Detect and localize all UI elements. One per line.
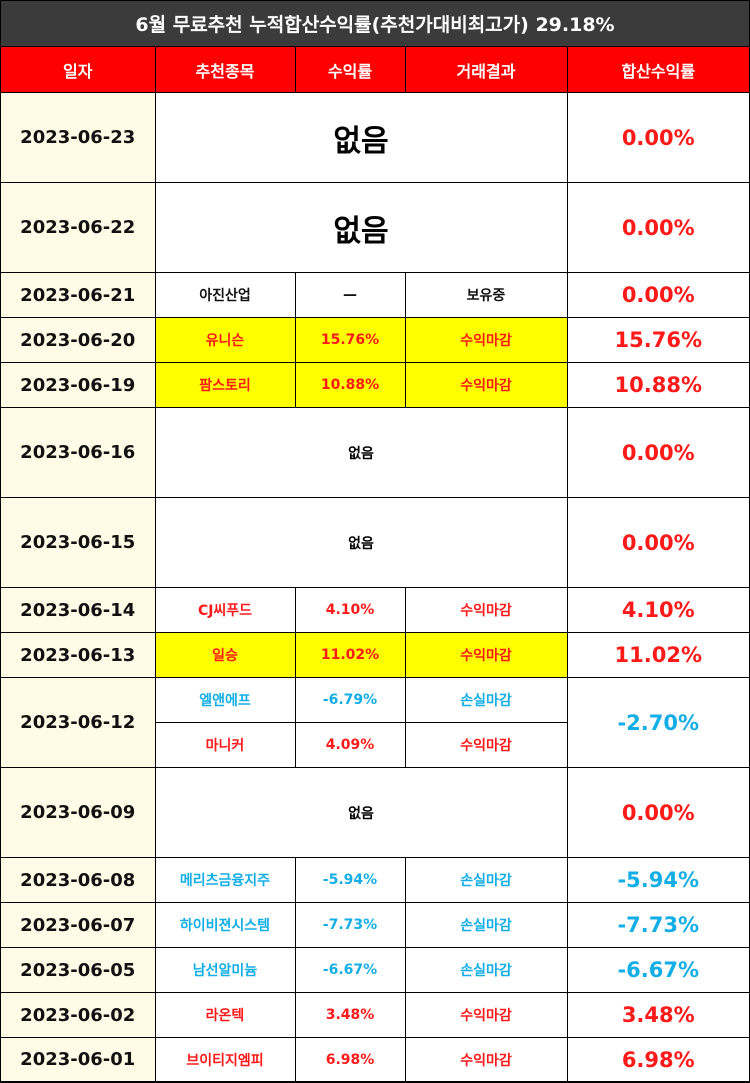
row-rate: 4.10%	[294, 587, 406, 633]
no-recommendation: 없음	[154, 92, 568, 183]
row-result: 수익마감	[404, 362, 568, 408]
row-rate: -6.79%	[294, 677, 406, 723]
row-rate: 6.98%	[294, 1037, 406, 1082]
table-row: 2023-06-22 없음 0.00%	[1, 182, 749, 273]
row-result: 수익마감	[404, 587, 568, 633]
row-date: 2023-06-08	[1, 857, 156, 903]
row-result: 수익마감	[404, 632, 568, 678]
row-total: 11.02%	[566, 632, 749, 678]
table-row: 2023-06-20 유니슨 15.76% 수익마감 15.76%	[1, 317, 749, 363]
header-row: 일자 추천종목 수익률 거래결과 합산수익률	[1, 47, 749, 93]
row-total: 6.98%	[566, 1037, 749, 1082]
no-recommendation: 없음	[154, 182, 568, 273]
row-rate: 15.76%	[294, 317, 406, 363]
row-stock: 팜스토리	[154, 362, 296, 408]
table-row: 2023-06-05 남선알미늄 -6.67% 손실마감 -6.67%	[1, 947, 749, 993]
row-result: 손실마감	[404, 947, 568, 993]
row-total: 0.00%	[566, 497, 749, 588]
row-total: 0.00%	[566, 92, 749, 183]
row-date: 2023-06-02	[1, 992, 156, 1038]
page-title: 6월 무료추천 누적합산수익률(추천가대비최고가) 29.18%	[1, 1, 749, 47]
header-total: 합산수익률	[566, 47, 749, 93]
row-result: 손실마감	[404, 677, 568, 723]
row-date: 2023-06-09	[1, 767, 156, 858]
table-row: 2023-06-12 엘앤에프 -6.79% 손실마감 -2.70%	[1, 677, 749, 768]
row-rate: 11.02%	[294, 632, 406, 678]
row-date: 2023-06-07	[1, 902, 156, 948]
row-total: 4.10%	[566, 587, 749, 633]
table-row: 2023-06-02 라온텍 3.48% 수익마감 3.48%	[1, 992, 749, 1038]
row-stock: 메리츠금융지주	[154, 857, 296, 903]
row-date: 2023-06-01	[1, 1037, 156, 1082]
table-row: 2023-06-08 메리츠금융지주 -5.94% 손실마감 -5.94%	[1, 857, 749, 903]
header-date: 일자	[1, 47, 156, 93]
table-row: 마니커 4.09% 수익마감	[1, 722, 749, 768]
row-total: 0.00%	[566, 272, 749, 318]
header-rate: 수익률	[294, 47, 406, 93]
row-rate: 3.48%	[294, 992, 406, 1038]
row-total: 15.76%	[566, 317, 749, 363]
row-result: 보유중	[404, 272, 568, 318]
row-date: 2023-06-13	[1, 632, 156, 678]
header-result: 거래결과	[404, 47, 568, 93]
row-date: 2023-06-12	[1, 677, 156, 768]
row-stock: 마니커	[155, 722, 296, 768]
row-rate: 10.88%	[294, 362, 406, 408]
table-row: 2023-06-07 하이비젼시스템 -7.73% 손실마감 -7.73%	[1, 902, 749, 948]
row-stock: 브이티지엠피	[154, 1037, 296, 1082]
row-rate: -7.73%	[294, 902, 406, 948]
row-rate: -5.94%	[294, 857, 406, 903]
row-total: -6.67%	[566, 947, 749, 993]
row-total: 10.88%	[566, 362, 749, 408]
row-total: -5.94%	[566, 857, 749, 903]
row-stock: 라온텍	[154, 992, 296, 1038]
row-stock: CJ씨푸드	[154, 587, 296, 633]
row-result: 손실마감	[404, 902, 568, 948]
row-total: -7.73%	[566, 902, 749, 948]
row-date: 2023-06-21	[1, 272, 156, 318]
table-row: 2023-06-13 일승 11.02% 수익마감 11.02%	[1, 632, 749, 678]
row-date: 2023-06-20	[1, 317, 156, 363]
row-total: 3.48%	[566, 992, 749, 1038]
no-recommendation: 없음	[154, 407, 568, 498]
row-result: 수익마감	[404, 992, 568, 1038]
row-result: 수익마감	[404, 317, 568, 363]
table-row: 2023-06-19 팜스토리 10.88% 수익마감 10.88%	[1, 362, 749, 408]
row-rate: —	[294, 272, 406, 318]
no-recommendation: 없음	[154, 767, 568, 858]
row-result: 손실마감	[404, 857, 568, 903]
row-total: 0.00%	[566, 767, 749, 858]
row-stock: 일승	[154, 632, 296, 678]
header-stock: 추천종목	[154, 47, 296, 93]
row-stock: 아진산업	[154, 272, 296, 318]
row-result: 수익마감	[404, 1037, 568, 1082]
row-total: -2.70%	[566, 677, 749, 768]
row-date: 2023-06-14	[1, 587, 156, 633]
row-result: 수익마감	[404, 722, 567, 768]
returns-table: 일자 추천종목 수익률 거래결과 합산수익률 2023-06-23 없음 0.0…	[1, 47, 749, 1082]
table-row: 2023-06-16 없음 0.00%	[1, 407, 749, 498]
row-rate: 4.09%	[294, 722, 406, 768]
row-date: 2023-06-15	[1, 497, 156, 588]
table-row: 2023-06-14 CJ씨푸드 4.10% 수익마감 4.10%	[1, 587, 749, 633]
table-row: 2023-06-09 없음 0.00%	[1, 767, 749, 858]
row-date: 2023-06-05	[1, 947, 156, 993]
table-row: 2023-06-23 없음 0.00%	[1, 92, 749, 183]
row-stock: 유니슨	[154, 317, 296, 363]
row-date: 2023-06-19	[1, 362, 156, 408]
table-row: 2023-06-21 아진산업 — 보유중 0.00%	[1, 272, 749, 318]
row-stock: 남선알미늄	[154, 947, 296, 993]
row-total: 0.00%	[566, 182, 749, 273]
row-date: 2023-06-16	[1, 407, 156, 498]
no-recommendation: 없음	[154, 497, 568, 588]
row-total: 0.00%	[566, 407, 749, 498]
table-row: 2023-06-15 없음 0.00%	[1, 497, 749, 588]
row-date: 2023-06-22	[1, 182, 156, 273]
row-date: 2023-06-23	[1, 92, 156, 183]
row-stock: 엘앤에프	[154, 677, 296, 723]
table-row: 2023-06-01 브이티지엠피 6.98% 수익마감 6.98%	[1, 1037, 749, 1082]
row-rate: -6.67%	[294, 947, 406, 993]
row-stock: 하이비젼시스템	[154, 902, 296, 948]
